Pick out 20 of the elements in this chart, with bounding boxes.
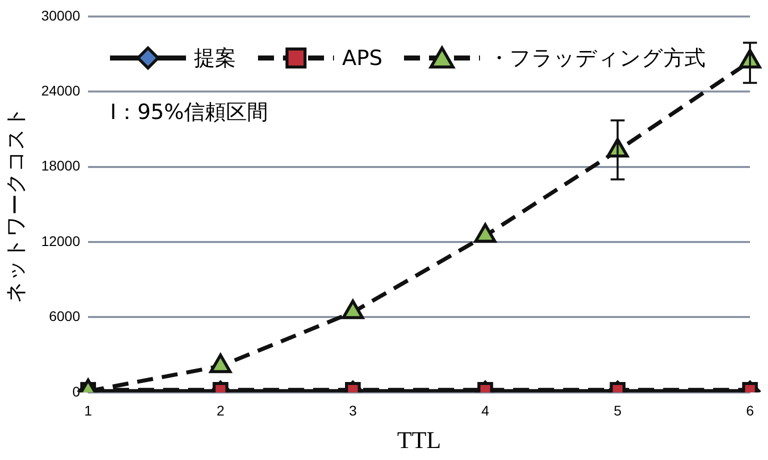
point xyxy=(474,223,496,243)
x-tick-label: 3 xyxy=(348,402,357,419)
y-tick-label: 24000 xyxy=(41,82,80,98)
x-tick-label: 6 xyxy=(746,402,754,419)
y-tick-label: 30000 xyxy=(41,7,80,24)
annotation: I：95%信頼区間 xyxy=(110,99,268,126)
x-tick-label: 5 xyxy=(614,402,622,419)
y-tick-label: 18000 xyxy=(41,158,80,174)
legend-label: 提案 xyxy=(194,45,236,72)
x-tick-label: 4 xyxy=(481,402,490,419)
legend-label: APS xyxy=(342,46,382,70)
x-tick-label: 2 xyxy=(216,402,225,419)
legend-label: ・フラッディング方式 xyxy=(488,45,706,72)
y-tick-label: 6000 xyxy=(48,308,80,324)
point xyxy=(342,300,364,320)
x-axis-title: TTL xyxy=(397,428,442,454)
x-tick-label: 1 xyxy=(84,402,92,419)
y-tick-label: 12000 xyxy=(41,232,80,249)
point xyxy=(209,354,232,374)
y-axis-title: ネットワークコスト xyxy=(4,106,28,303)
